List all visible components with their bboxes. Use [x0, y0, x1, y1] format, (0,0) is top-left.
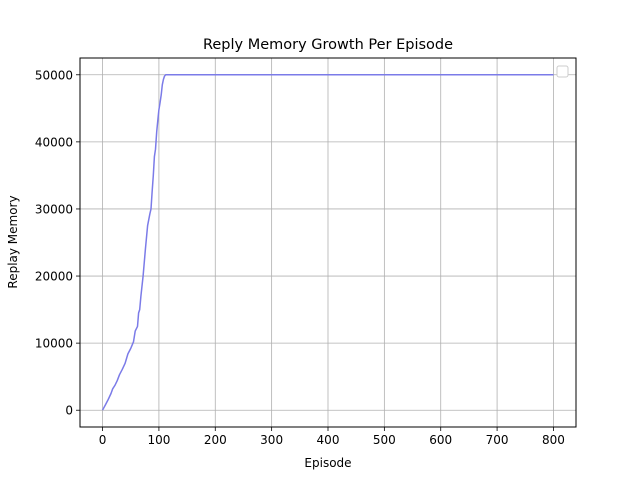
x-tick-label: 200 — [204, 433, 227, 447]
y-tick-label: 20000 — [35, 270, 73, 284]
legend-box — [556, 65, 569, 78]
x-tick-label: 500 — [373, 433, 396, 447]
x-tick-label: 400 — [317, 433, 340, 447]
series-line — [101, 74, 554, 411]
x-axis-label: Episode — [304, 456, 351, 470]
x-tick-label: 100 — [147, 433, 170, 447]
y-tick-label: 40000 — [35, 135, 73, 149]
y-tick-label: 30000 — [35, 202, 73, 216]
x-tick-label: 600 — [429, 433, 452, 447]
x-tick-label: 700 — [486, 433, 509, 447]
grid-layer — [80, 58, 576, 427]
y-tick-label: 10000 — [35, 337, 73, 351]
ticks-layer: 0 100 200 300 400 500 600 700 800 0 10000 20000 3000… — [35, 68, 565, 447]
x-tick-label: 0 — [99, 433, 107, 447]
x-tick-label: 800 — [542, 433, 565, 447]
x-tick-label: 300 — [260, 433, 283, 447]
series-layer — [101, 74, 554, 411]
y-axis-label: Replay Memory — [6, 195, 20, 288]
y-tick-label: 50000 — [35, 68, 73, 82]
chart-title: Reply Memory Growth Per Episode — [203, 37, 453, 53]
y-tick-label: 0 — [65, 404, 73, 418]
